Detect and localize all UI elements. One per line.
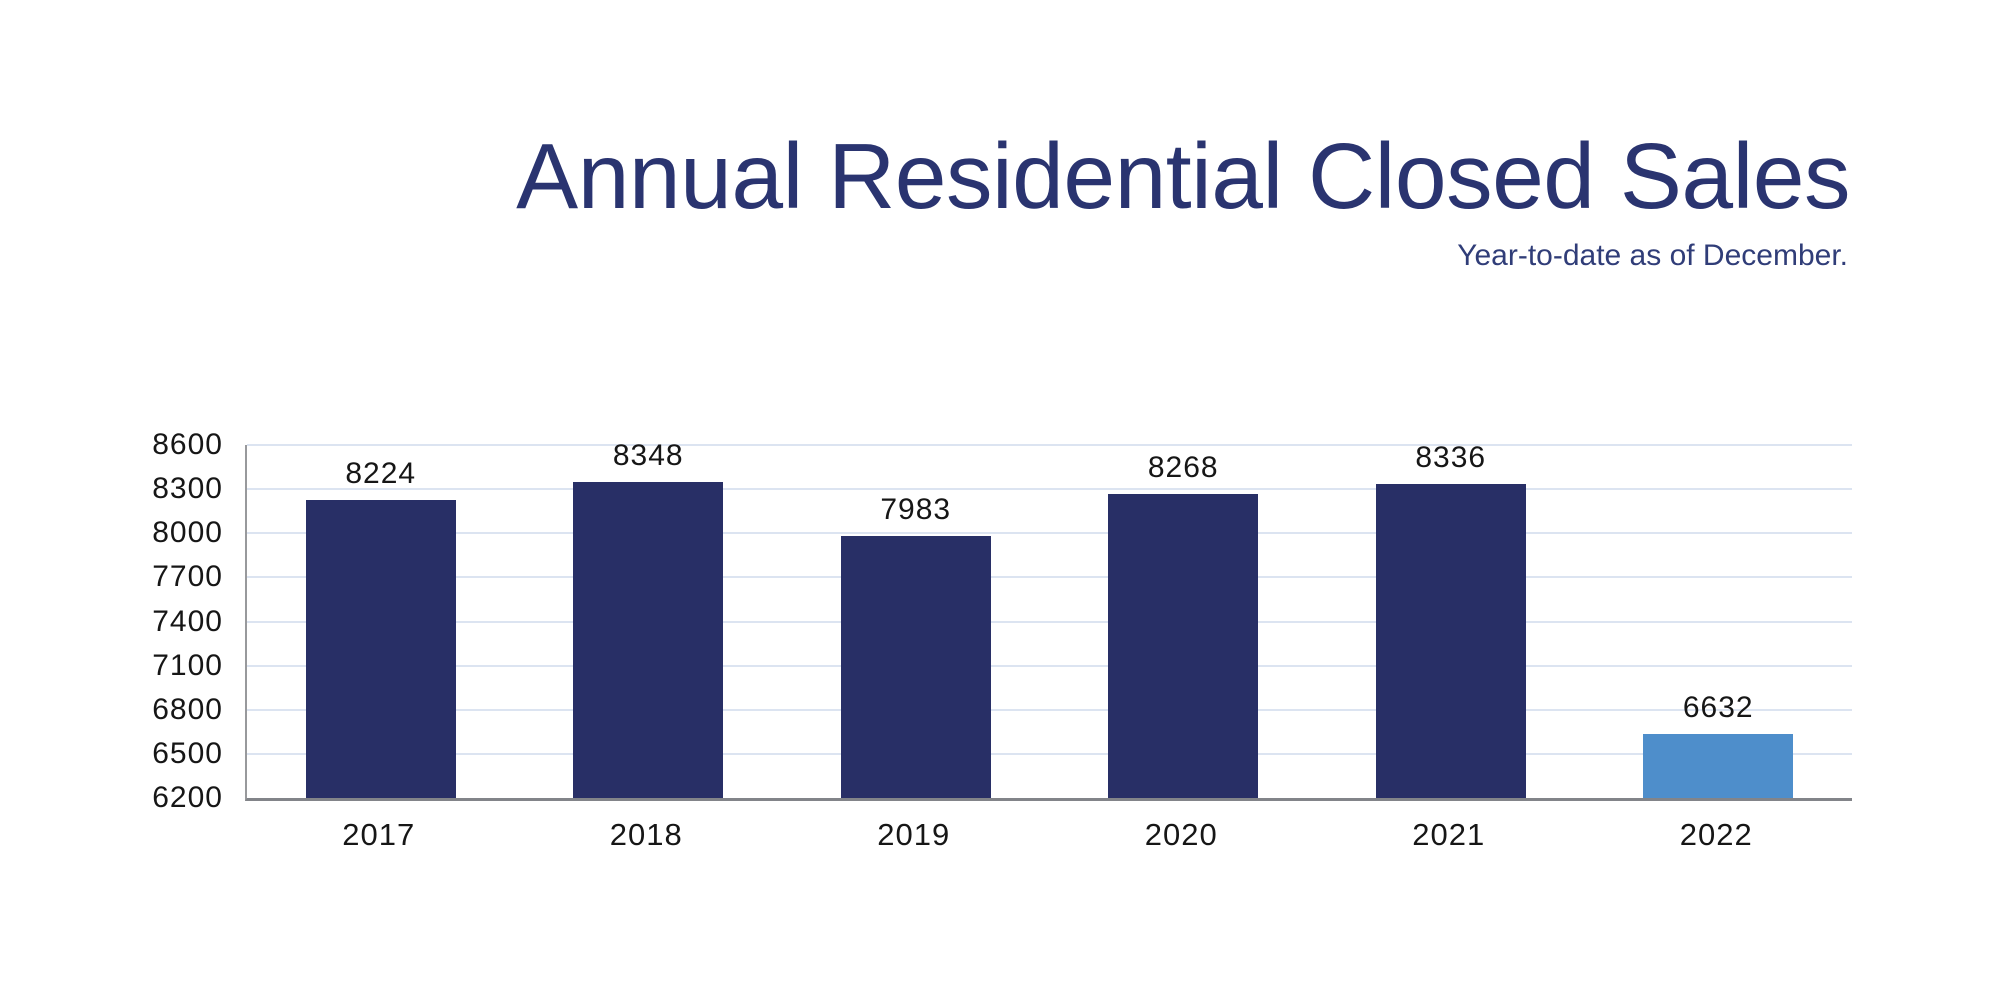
y-axis-tick-label: 8600 (152, 428, 223, 461)
x-axis-label-2017: 2017 (342, 817, 416, 852)
gridline (247, 620, 1852, 623)
bar-2022 (1643, 734, 1794, 798)
gridline (247, 576, 1852, 579)
bar-value-label-2022: 6632 (1682, 691, 1754, 725)
x-axis-label-2019: 2019 (877, 817, 951, 852)
bar-value-label-2019: 7983 (880, 492, 952, 526)
chart-subtitle: Year-to-date as of December. (1457, 239, 1848, 272)
gridline (247, 444, 1852, 446)
x-axis-label-2018: 2018 (609, 817, 683, 852)
gridline (247, 708, 1852, 711)
plot-area: 8224 8348 7983 8268 8336 6632 (245, 440, 1852, 801)
gridline (247, 664, 1852, 667)
bar-value-label-2020: 8268 (1147, 450, 1219, 484)
bar-value-label-2017: 8224 (345, 457, 417, 491)
bar-value-label-2018: 8348 (612, 439, 684, 473)
y-axis-tick-label: 6200 (152, 781, 223, 814)
y-axis-tick-label: 7700 (152, 560, 223, 594)
bar-2018 (573, 482, 724, 798)
x-axis-label-2021: 2021 (1412, 817, 1486, 852)
y-axis-tick-label: 6500 (152, 736, 223, 770)
y-axis-tick-label: 7100 (152, 648, 223, 682)
gridline (247, 532, 1852, 535)
y-axis-tick-label: 8300 (152, 472, 223, 506)
y-axis-tick-label: 7400 (152, 604, 223, 638)
y-axis-tick-label: 6800 (152, 692, 223, 726)
bar-2017 (305, 500, 456, 798)
chart-title: Annual Residential Closed Sales (516, 124, 1850, 228)
gridline (247, 752, 1852, 755)
bar-2020 (1108, 493, 1259, 798)
bar-value-label-2021: 8336 (1415, 440, 1487, 474)
gridline (247, 488, 1852, 491)
x-axis-label-2022: 2022 (1679, 817, 1753, 852)
y-axis-tick-label: 8000 (152, 516, 223, 550)
bar-2021 (1375, 483, 1526, 798)
bar-2019 (840, 535, 991, 798)
x-axis-label-2020: 2020 (1144, 817, 1218, 852)
